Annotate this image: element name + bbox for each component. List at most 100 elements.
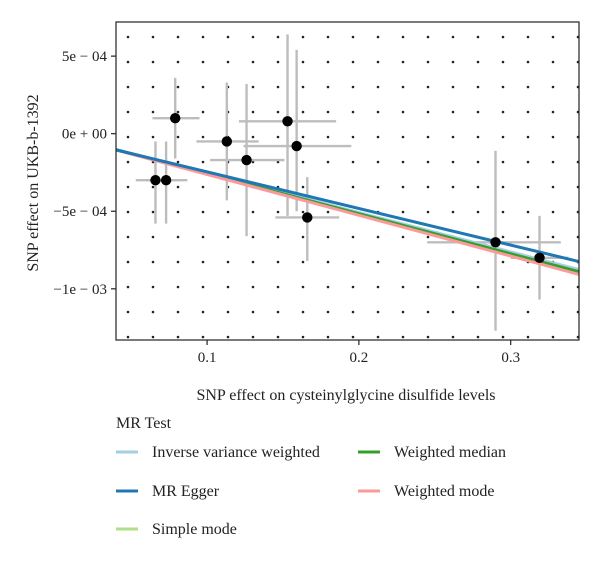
grid-dot xyxy=(351,335,355,339)
data-point xyxy=(490,237,501,248)
grid-dot xyxy=(126,85,130,89)
grid-dot xyxy=(301,335,305,339)
legend-label: MR Egger xyxy=(152,483,220,500)
grid-dot xyxy=(276,110,280,114)
grid-dot xyxy=(401,210,405,214)
grid-dot xyxy=(151,335,155,339)
grid-dot xyxy=(201,85,205,89)
grid-dot xyxy=(401,60,405,64)
legend: Inverse variance weighted MR Egger Simple … xyxy=(116,444,506,538)
grid-dot xyxy=(326,260,330,264)
grid-dots xyxy=(126,35,580,339)
grid-dot xyxy=(476,210,480,214)
data-point xyxy=(221,136,233,147)
grid-dot xyxy=(301,235,305,239)
grid-dot xyxy=(301,210,305,214)
grid-dot xyxy=(226,235,230,239)
grid-dot xyxy=(501,235,505,239)
grid-dot xyxy=(301,260,305,264)
grid-dot xyxy=(226,310,230,314)
grid-dot xyxy=(526,60,530,64)
grid-dot xyxy=(276,285,280,289)
grid-dot xyxy=(351,160,355,164)
regression-lines xyxy=(115,147,580,276)
grid-dot xyxy=(476,110,480,114)
grid-dot xyxy=(301,35,305,39)
grid-dot xyxy=(351,185,355,189)
grid-dot xyxy=(526,235,530,239)
grid-dot xyxy=(501,35,505,39)
grid-dot xyxy=(251,285,255,289)
legend-label: Weighted median xyxy=(394,444,506,461)
grid-dot xyxy=(276,60,280,64)
grid-dot xyxy=(426,185,430,189)
data-point xyxy=(282,116,293,127)
grid-dot xyxy=(376,185,380,189)
grid-dot xyxy=(326,110,330,114)
grid-dot xyxy=(551,85,555,89)
grid-dot xyxy=(401,235,405,239)
grid-dot xyxy=(376,60,380,64)
legend-item: MR Egger xyxy=(116,483,220,500)
grid-dot xyxy=(201,60,205,64)
grid-dot xyxy=(376,160,380,164)
grid-dot xyxy=(551,335,555,339)
grid-dot xyxy=(501,310,505,314)
legend-item: Weighted median xyxy=(358,444,506,461)
grid-dot xyxy=(376,85,380,89)
grid-dot xyxy=(351,35,355,39)
grid-dot xyxy=(326,85,330,89)
grid-dot xyxy=(126,210,130,214)
grid-dot xyxy=(351,85,355,89)
data-point xyxy=(170,112,181,124)
grid-dot xyxy=(426,160,430,164)
grid-dot xyxy=(551,160,555,164)
legend-label: Weighted mode xyxy=(394,483,494,500)
grid-dot xyxy=(526,35,530,39)
grid-dot xyxy=(476,60,480,64)
grid-dot xyxy=(476,260,480,264)
grid-dot xyxy=(426,60,430,64)
grid-dot xyxy=(476,285,480,289)
grid-dot xyxy=(326,235,330,239)
grid-dot xyxy=(526,210,530,214)
grid-dot xyxy=(451,110,455,114)
grid-dot xyxy=(301,135,305,139)
grid-dot xyxy=(401,110,405,114)
grid-dot xyxy=(501,160,505,164)
grid-dot xyxy=(351,235,355,239)
grid-dot xyxy=(326,335,330,339)
grid-dot xyxy=(251,85,255,89)
grid-dot xyxy=(526,135,530,139)
grid-dot xyxy=(476,135,480,139)
grid-dot xyxy=(276,35,280,39)
grid-dot xyxy=(401,260,405,264)
y-tick-label: −1e − 03 xyxy=(53,282,107,298)
grid-dot xyxy=(351,110,355,114)
grid-dot xyxy=(376,310,380,314)
grid-dot xyxy=(526,160,530,164)
grid-dot xyxy=(251,210,255,214)
grid-dot xyxy=(201,335,205,339)
grid-dot xyxy=(426,135,430,139)
grid-dot xyxy=(151,235,155,239)
grid-dot xyxy=(476,310,480,314)
plot-panel-border xyxy=(115,21,580,341)
grid-dot xyxy=(526,110,530,114)
grid-dot xyxy=(126,185,130,189)
grid-dot xyxy=(351,60,355,64)
grid-dot xyxy=(276,210,280,214)
grid-dot xyxy=(376,235,380,239)
legend-item: Inverse variance weighted xyxy=(116,444,320,461)
grid-dot xyxy=(551,235,555,239)
grid-dot xyxy=(151,60,155,64)
grid-dot xyxy=(401,135,405,139)
grid-dot xyxy=(426,310,430,314)
grid-dot xyxy=(176,310,180,314)
legend-title: MR Test xyxy=(116,415,172,432)
grid-dot xyxy=(376,35,380,39)
grid-dot xyxy=(501,260,505,264)
y-tick-label: −5e − 04 xyxy=(53,204,107,220)
grid-dot xyxy=(451,185,455,189)
